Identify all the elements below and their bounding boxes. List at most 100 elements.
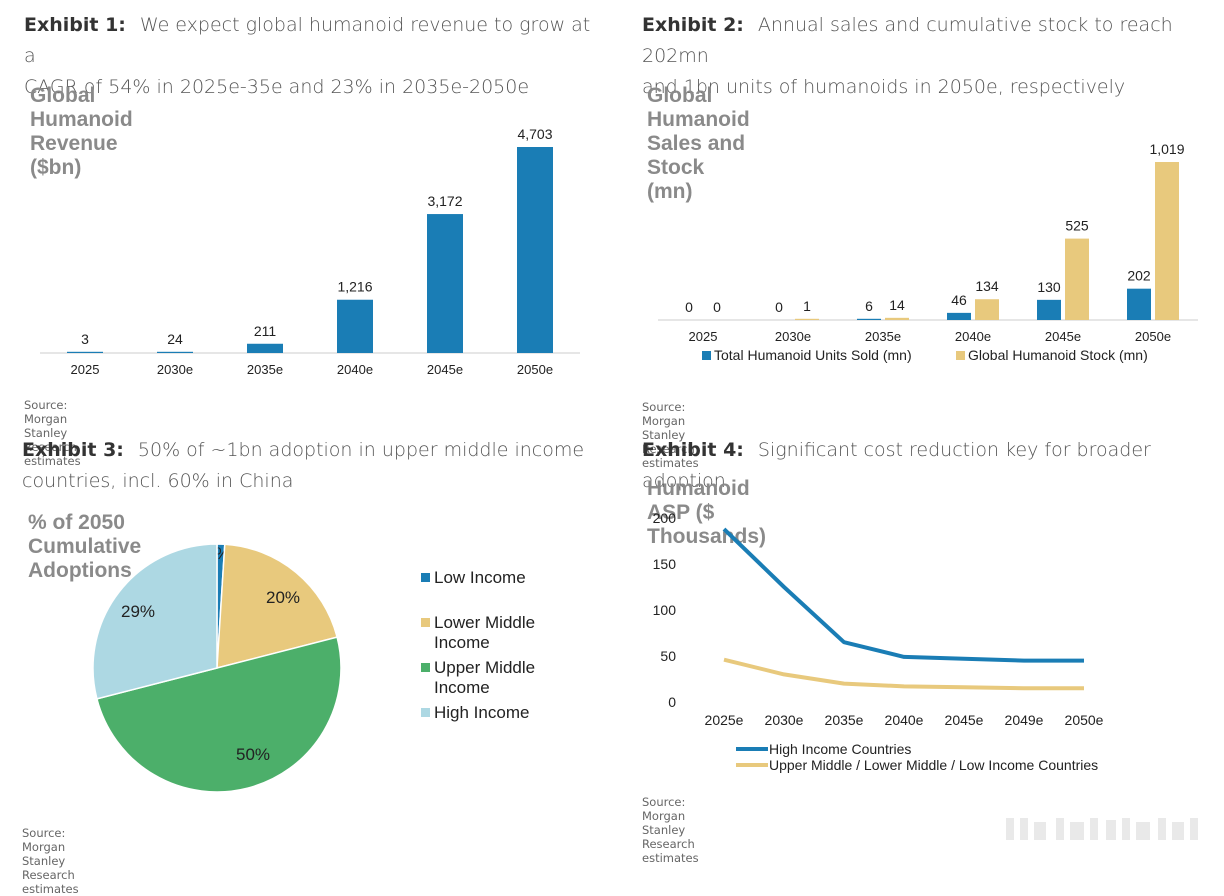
- legend-label-3-0: High Income: [434, 703, 529, 722]
- bar-stock-2050e: [1155, 162, 1179, 320]
- bar-sold-2045e: [1037, 299, 1061, 320]
- legend-swatch-sold: [702, 351, 711, 360]
- legend-label-sold: Total Humanoid Units Sold (mn): [714, 347, 912, 363]
- data-label-2040e: 1,216: [337, 279, 372, 295]
- bar-stock-2040e: [975, 299, 999, 320]
- data-label-stock-2025: 0: [713, 299, 721, 315]
- exhibit-1-source: Source: Morgan Stanley Research estimate…: [24, 398, 81, 468]
- legend-label-2-0: Upper Middle: [434, 658, 535, 677]
- exhibit-2-headline: Exhibit 2: Annual sales and cumulative st…: [642, 10, 1222, 103]
- x-tick-2030e: 2030e: [157, 362, 193, 377]
- x-tick-2045e: 2045e: [427, 362, 463, 377]
- exhibit-2-headline-line1: Annual sales and cumulative stock to rea…: [642, 14, 1173, 67]
- exhibit-1-headline-line2: CAGR of 54% in 2025e-35e and 23% in 2035…: [24, 76, 530, 98]
- bar-2050e: [517, 147, 553, 353]
- x-tick-2025: 2025: [71, 362, 100, 377]
- bar-2040e: [337, 299, 373, 353]
- data-label-stock-2045e: 525: [1065, 218, 1089, 234]
- x-tick-2035e: 2035e: [825, 712, 864, 728]
- exhibit-3-source: Source: Morgan Stanley Research estimate…: [22, 826, 79, 896]
- y-tick-200: 200: [653, 510, 677, 526]
- data-label-stock-2040e: 134: [975, 278, 999, 294]
- legend-label-1-1: Income: [434, 633, 490, 652]
- legend-swatch-0: [421, 573, 430, 582]
- data-label-sold-2050e: 202: [1127, 268, 1151, 284]
- bar-sold-2035e: [857, 318, 881, 320]
- x-tick-2040e: 2040e: [337, 362, 373, 377]
- exhibit-1-headline: Exhibit 1: We expect global humanoid reve…: [24, 10, 604, 103]
- exhibit-3-headline: Exhibit 3: 50% of ~1bn adoption in upper …: [22, 435, 602, 497]
- data-label-sold-2040e: 46: [951, 292, 967, 308]
- series-line-1: [723, 657, 1084, 691]
- x-tick-2030e: 2030e: [775, 329, 811, 344]
- exhibit-2-number: Exhibit 2:: [642, 14, 744, 36]
- sales-stock-bar-chart: 0 0 2025 0 1 2030e 6 14 2035e 46 134 2040e 130 525 204…: [658, 141, 1198, 363]
- legend-swatch-stock: [956, 351, 965, 360]
- exhibit-4-number: Exhibit 4:: [642, 439, 744, 461]
- x-tick-2030e: 2030e: [765, 712, 804, 728]
- x-tick-2050e: 2050e: [1135, 329, 1171, 344]
- watermark-logo: [1006, 818, 1198, 840]
- data-label-sold-2030e: 0: [775, 299, 783, 315]
- exhibit-2-headline-line2: and 1bn units of humanoids in 2050e, res…: [642, 76, 1126, 98]
- bar-stock-2030e: [795, 318, 819, 320]
- exhibit-2-source: Source: Morgan Stanley Research estimate…: [642, 400, 699, 470]
- x-tick-2045e: 2045e: [945, 712, 984, 728]
- x-tick-2040e: 2040e: [885, 712, 924, 728]
- x-tick-2025e: 2025e: [705, 712, 744, 728]
- legend-swatch-2: [421, 663, 430, 672]
- y-tick-150: 150: [653, 556, 677, 572]
- legend-label-stock: Global Humanoid Stock (mn): [968, 347, 1148, 363]
- exhibit-3-headline-line1: 50% of ~1bn adoption in upper middle inc…: [137, 439, 585, 461]
- x-tick-2025: 2025: [689, 329, 718, 344]
- bar-2030e: [157, 351, 193, 353]
- x-tick-2050e: 2050e: [517, 362, 553, 377]
- bar-sold-2040e: [947, 312, 971, 320]
- data-label-stock-2050e: 1,019: [1149, 141, 1184, 157]
- pie-slice-1: [216, 543, 339, 669]
- x-tick-2040e: 2040e: [955, 329, 991, 344]
- bar-2035e: [247, 343, 283, 353]
- data-label-sold-2045e: 130: [1037, 279, 1061, 295]
- data-label-stock-2030e: 1: [803, 298, 811, 314]
- data-label-2025: 3: [81, 331, 89, 347]
- series-line-0: [722, 527, 1084, 663]
- exhibit-1-headline-line1: We expect global humanoid revenue to gro…: [24, 14, 591, 67]
- y-tick-100: 100: [653, 602, 677, 618]
- bar-2045e: [427, 214, 463, 353]
- x-tick-2049e: 2049e: [1005, 712, 1044, 728]
- legend-swatch-3: [421, 708, 430, 717]
- exhibit-4-headline-line1: Significant cost reduction key for broad…: [642, 439, 1151, 492]
- exhibit-1-number: Exhibit 1:: [24, 14, 126, 36]
- y-tick-50: 50: [660, 648, 676, 664]
- pie-label-2: 50%: [236, 745, 270, 764]
- bar-sold-2050e: [1127, 288, 1151, 320]
- bar-stock-2045e: [1065, 238, 1089, 320]
- exhibit-1-chart-title: Global Humanoid Revenue ($bn): [30, 84, 133, 179]
- data-label-2030e: 24: [167, 331, 183, 347]
- x-tick-2050e: 2050e: [1065, 712, 1104, 728]
- x-tick-2035e: 2035e: [247, 362, 283, 377]
- data-label-stock-2035e: 14: [889, 297, 905, 313]
- pie-label-3: 29%: [121, 602, 155, 621]
- exhibit-3-headline-line2: countries, incl. 60% in China: [22, 470, 294, 492]
- legend-swatch-1: [421, 618, 430, 627]
- bar-stock-2035e: [885, 317, 909, 320]
- revenue-bar-chart: 3 2025 24 2030e 211 2035e 1,216 2040e 3,172 2045e…: [40, 126, 580, 377]
- data-label-2045e: 3,172: [427, 193, 462, 209]
- data-label-sold-2025: 0: [685, 299, 693, 315]
- asp-line-chart: 0 50 100 150 200 2025e 2030e 2035e 2040e 2045e 204…: [653, 510, 1104, 773]
- pie-label-1: 20%: [266, 588, 300, 607]
- legend-label-0: High Income Countries: [769, 741, 911, 757]
- exhibit-4-source: Source: Morgan Stanley Research estimate…: [642, 795, 699, 865]
- exhibit-3-number: Exhibit 3:: [22, 439, 124, 461]
- exhibit-2-chart-title: Global Humanoid Sales and Stock (mn): [647, 84, 750, 203]
- x-tick-2045e: 2045e: [1045, 329, 1081, 344]
- y-tick-0: 0: [668, 694, 676, 710]
- x-tick-2035e: 2035e: [865, 329, 901, 344]
- exhibit-4-headline: Exhibit 4: Significant cost reduction key…: [642, 435, 1222, 497]
- legend-label-1-0: Lower Middle: [434, 613, 535, 632]
- legend-label-0-0: Low Income: [434, 568, 526, 587]
- data-label-2035e: 211: [254, 323, 277, 339]
